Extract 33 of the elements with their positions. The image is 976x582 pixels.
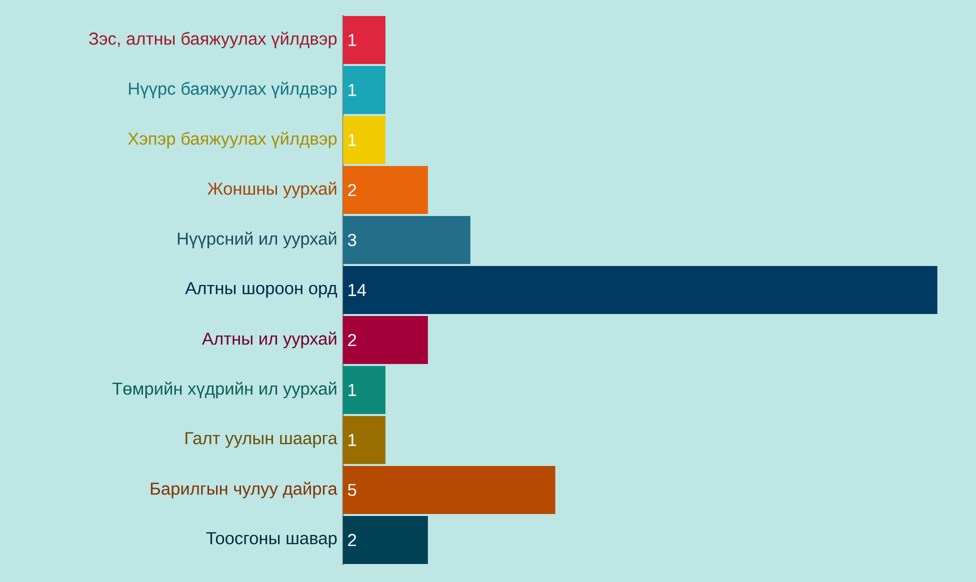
bar xyxy=(343,266,938,314)
data-label: 2 xyxy=(348,184,356,196)
y-tick-label: Хэпэр баяжуулах үйлдвэр xyxy=(128,132,337,148)
data-label: 1 xyxy=(348,434,356,446)
bar xyxy=(343,466,556,514)
bar xyxy=(343,66,386,114)
data-label: 1 xyxy=(348,34,356,46)
data-label: 5 xyxy=(348,484,356,496)
y-tick-label: Нүүрсний ил уурхай xyxy=(178,232,336,248)
bar xyxy=(343,316,428,364)
data-label: 2 xyxy=(348,534,356,546)
bar xyxy=(343,116,386,164)
y-tick-label: Жоншны уурхай xyxy=(207,182,336,198)
data-label: 1 xyxy=(348,384,356,396)
bar xyxy=(343,16,386,64)
y-tick-label: Төмрийн хүдрийн ил уурхай xyxy=(112,382,336,398)
y-tick-label: Алтны ил уурхай xyxy=(202,332,336,348)
bar xyxy=(343,516,428,564)
y-tick-label: Зэс, алтны баяжуулах үйлдвэр xyxy=(89,32,337,48)
data-label: 1 xyxy=(348,134,356,146)
y-tick-label: Галт уулын шаарга xyxy=(186,432,338,448)
bar xyxy=(343,166,428,214)
data-label: 3 xyxy=(348,234,356,246)
bar xyxy=(343,216,470,264)
bar xyxy=(343,366,386,414)
y-tick-label: Алтны шороон орд xyxy=(185,282,338,298)
data-label: 14 xyxy=(348,284,366,296)
y-tick-label: Нүүрс баяжуулах үйлдвэр xyxy=(129,82,337,98)
data-label: 1 xyxy=(348,84,356,96)
y-tick-label: Тоосгоны шавар xyxy=(206,532,337,548)
bar xyxy=(343,416,386,464)
y-tick-label: Барилгын чулуу дайрга xyxy=(150,482,338,498)
data-label: 2 xyxy=(348,334,356,346)
